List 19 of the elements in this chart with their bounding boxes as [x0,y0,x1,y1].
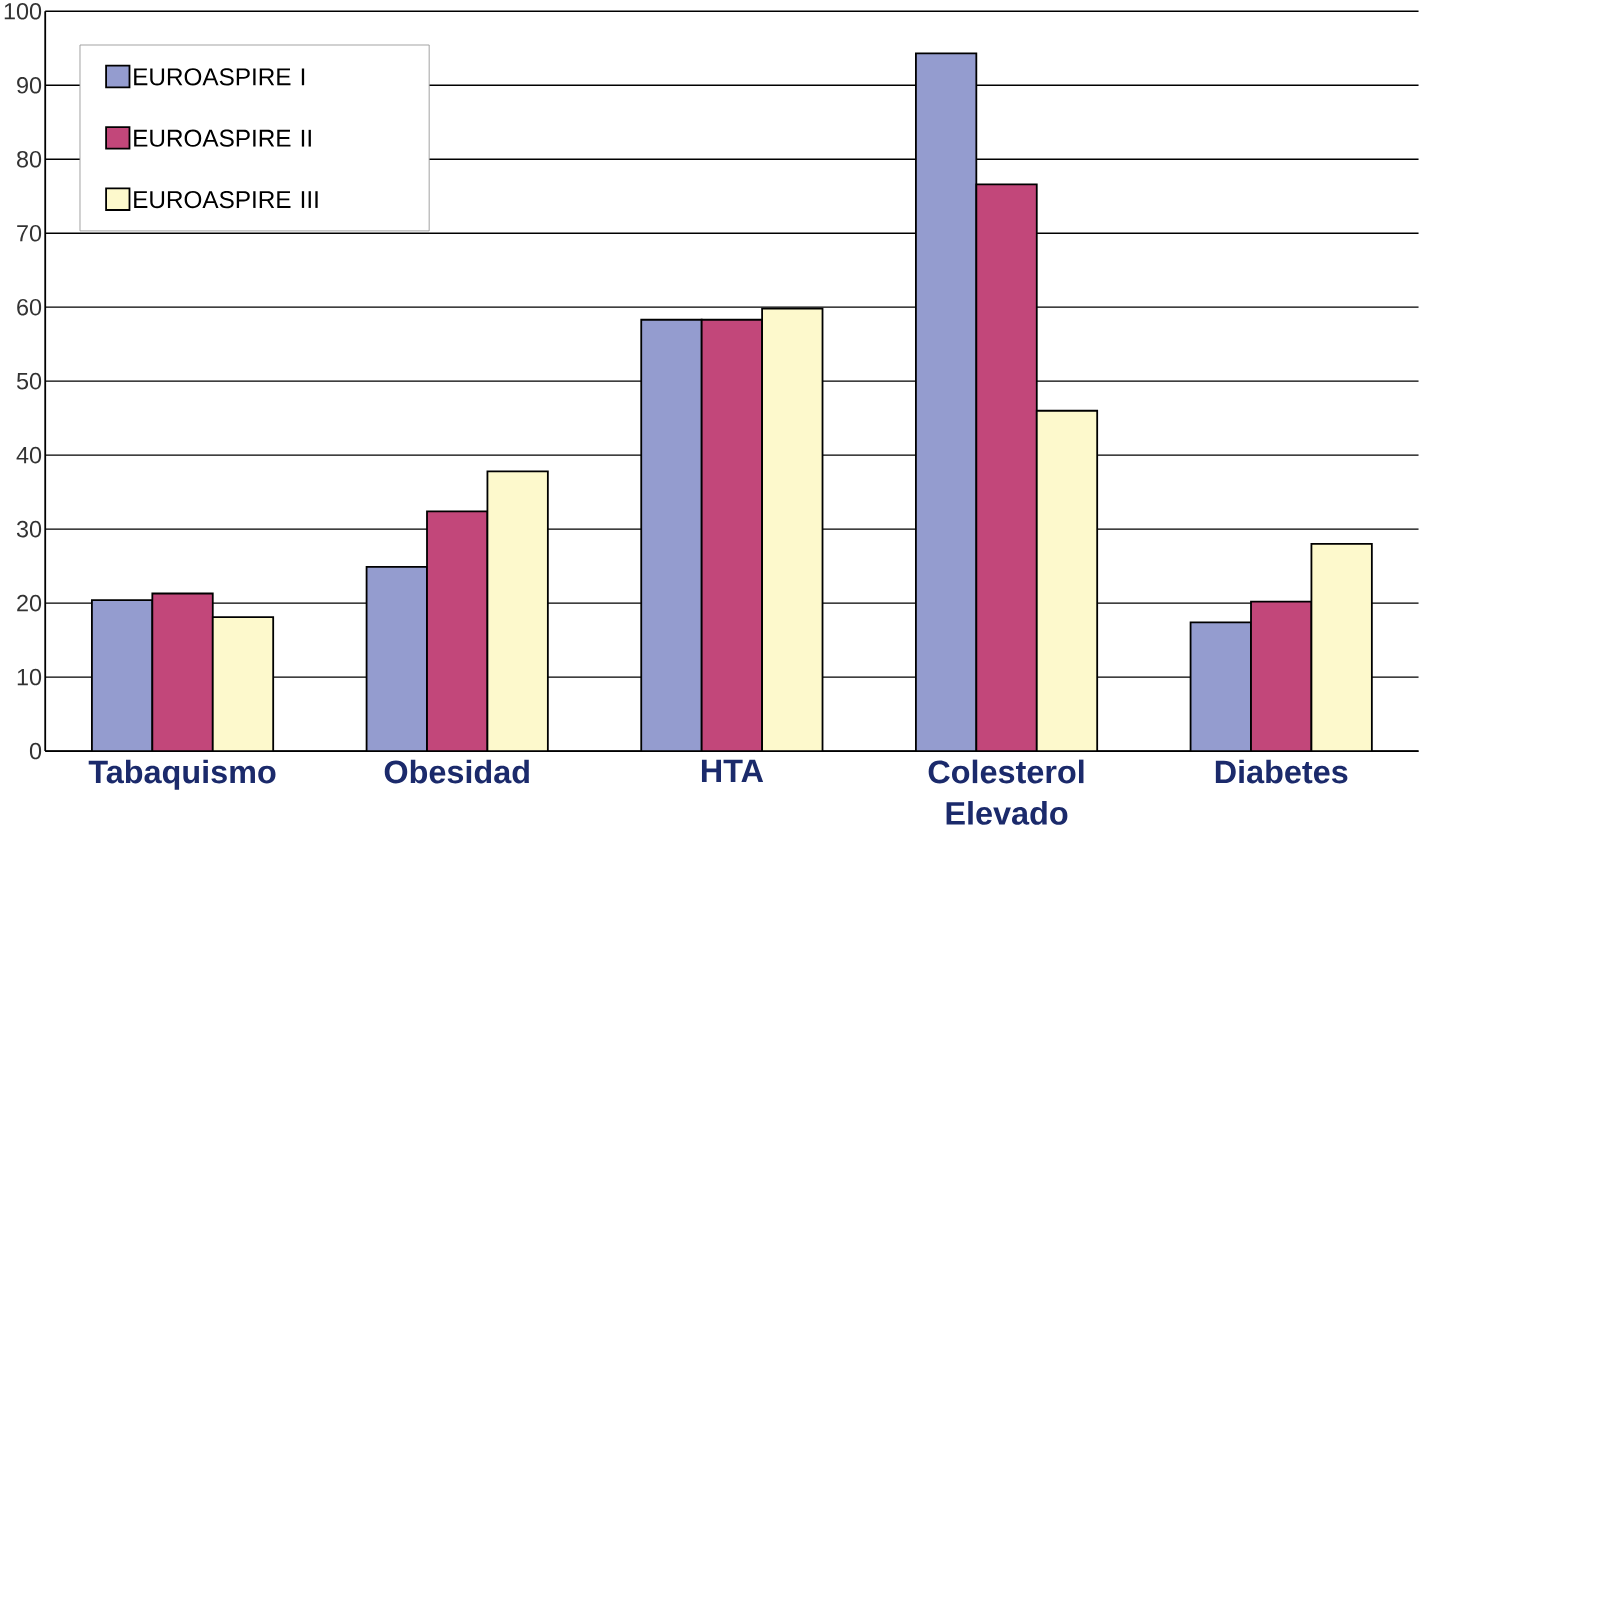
x-tick-label: Tabaquismo [88,759,276,790]
y-tick-label: 0 [30,742,42,760]
y-tick-label: 90 [17,76,42,94]
y-tick-label: 10 [17,668,42,686]
y-tick-label: 40 [16,446,42,464]
x-tick-label: Colesterol Elevado [928,759,1084,825]
legend-label: EUROASPIRE II [134,129,312,147]
y-tick-label: 70 [17,224,42,242]
y-tick-label: 60 [17,298,42,316]
y-tick-label: 50 [17,372,42,390]
y-tick-label: 30 [17,520,42,538]
legend-label: EUROASPIRE III [134,190,318,209]
legend-label: EUROASPIRE I [134,68,305,86]
x-tick-label: Diabetes [1215,759,1348,784]
y-tick-label: 20 [17,594,42,612]
y-tick-label: 80 [17,150,42,168]
y-tick-label: 100 [4,2,42,20]
x-tick-label: Obesidad [384,759,530,784]
x-tick-label: HTA [702,759,764,782]
